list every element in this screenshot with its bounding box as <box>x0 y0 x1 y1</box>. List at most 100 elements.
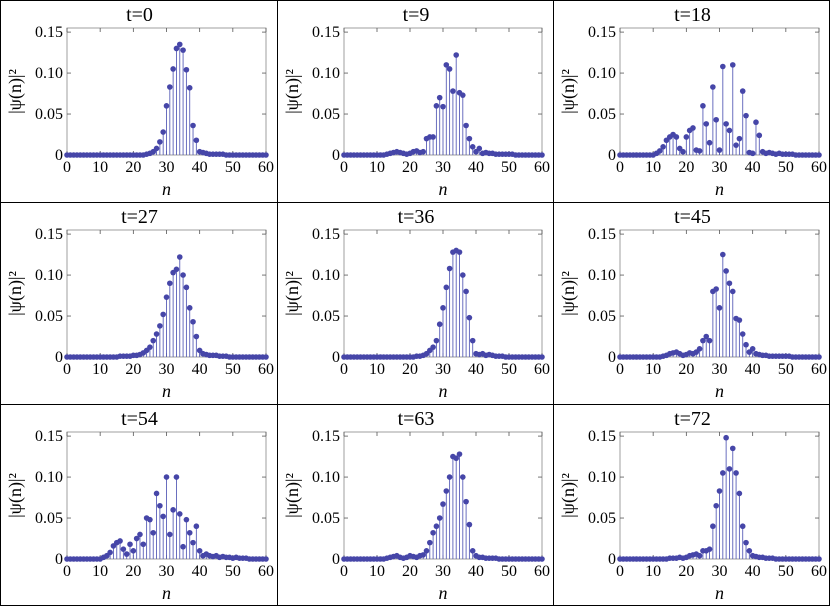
data-point <box>710 84 716 90</box>
x-tick-label: 20 <box>678 159 694 176</box>
x-tick-label: 30 <box>159 159 175 176</box>
x-tick-label: 0 <box>340 361 348 378</box>
data-point <box>440 103 446 110</box>
y-tick-label: 0.10 <box>588 469 616 486</box>
data-point <box>183 516 190 523</box>
x-tick-label: 50 <box>778 159 794 176</box>
y-axis-title: |ψ(n)|² <box>5 69 26 114</box>
data-point <box>713 502 719 509</box>
x-tick-label: 10 <box>645 159 661 176</box>
data-point <box>153 331 160 337</box>
data-point <box>153 490 160 497</box>
panel-title: t=72 <box>674 408 711 430</box>
y-tick-label: 0.10 <box>588 267 616 284</box>
chart-svg: t=27 0 10 20 30 40 50 60 0 0.05 0.10 0.15 n |ψ(n)|² <box>5 206 274 401</box>
data-point <box>157 502 163 509</box>
x-tick-label: 0 <box>63 159 71 176</box>
data-point <box>463 498 469 505</box>
y-tick-label: 0 <box>55 349 63 366</box>
data-point <box>160 129 166 135</box>
chart-svg: t=0 0 10 20 30 40 50 60 0 0.05 0.10 0.15 n |ψ(n)|² <box>5 4 274 199</box>
data-point <box>160 513 166 520</box>
y-tick-label: 0.10 <box>35 469 63 486</box>
y-tick-label: 0.15 <box>312 24 340 41</box>
x-tick-label: 40 <box>468 361 484 378</box>
x-tick-label: 10 <box>92 159 108 176</box>
data-point <box>157 323 163 329</box>
data-point <box>746 548 753 554</box>
data-point <box>706 139 713 146</box>
x-tick-label: 0 <box>340 563 348 580</box>
x-tick-label: 40 <box>745 361 761 378</box>
x-tick-label: 30 <box>159 361 175 378</box>
x-tick-label: 50 <box>501 563 517 580</box>
data-point <box>463 122 469 129</box>
y-axis-title: |ψ(n)|² <box>282 473 303 518</box>
data-point <box>436 321 443 328</box>
x-tick-label: 60 <box>534 361 550 378</box>
x-tick-label: 10 <box>92 563 108 580</box>
x-tick-label: 30 <box>712 563 728 580</box>
x-tick-label: 50 <box>225 159 241 176</box>
x-tick-label: 50 <box>225 563 241 580</box>
y-tick-label: 0.05 <box>35 308 63 325</box>
chart-svg: t=54 0 10 20 30 40 50 60 0 0.05 0.10 0.15 n |ψ(n)|² <box>5 408 274 603</box>
data-point <box>420 148 426 155</box>
y-tick-label: 0.15 <box>312 226 340 243</box>
y-tick-label: 0.10 <box>312 267 340 284</box>
data-point <box>137 531 143 538</box>
data-point <box>186 529 193 536</box>
x-tick-label: 40 <box>468 159 484 176</box>
data-point <box>130 548 137 554</box>
data-point <box>433 337 440 344</box>
x-tick-label: 60 <box>258 159 274 176</box>
data-point <box>133 535 140 542</box>
data-point <box>700 103 706 109</box>
data-point <box>726 280 733 287</box>
x-axis-title: n <box>439 583 448 603</box>
data-point <box>163 103 170 109</box>
data-point <box>190 539 196 546</box>
data-point <box>120 546 127 552</box>
data-point <box>160 311 166 318</box>
data-point <box>440 501 446 507</box>
data-point <box>539 354 545 360</box>
data-point <box>460 474 466 480</box>
data-point <box>107 549 113 556</box>
data-point <box>193 333 200 340</box>
x-tick-label: 10 <box>369 563 385 580</box>
y-tick-label: 0 <box>332 147 340 164</box>
data-point <box>446 66 453 72</box>
data-point <box>427 539 433 546</box>
data-point <box>453 455 459 462</box>
data-point <box>460 92 466 98</box>
data-point <box>703 333 710 340</box>
chart-svg: t=9 0 10 20 30 40 50 60 0 0.05 0.10 0.15 n |ψ(n)|² <box>282 4 550 199</box>
y-tick-label: 0.05 <box>312 510 340 527</box>
data-point <box>176 254 183 260</box>
plot-frame <box>619 27 820 156</box>
y-tick-label: 0.10 <box>312 469 340 486</box>
x-axis-title: n <box>162 179 171 199</box>
data-point <box>193 523 200 530</box>
panel-title: t=45 <box>674 206 711 228</box>
data-point <box>673 134 680 140</box>
data-point <box>729 445 736 452</box>
data-point <box>453 52 459 58</box>
x-axis-title: n <box>439 381 448 401</box>
x-tick-label: 0 <box>63 361 71 378</box>
chart-panel-t-63: t=63 0 10 20 30 40 50 60 0 0.05 0.10 0.15 n |ψ(n)|² <box>277 404 554 606</box>
data-point <box>476 145 483 152</box>
data-point <box>749 346 756 352</box>
data-point <box>186 85 193 91</box>
x-tick-label: 40 <box>192 159 208 176</box>
data-point <box>173 266 180 273</box>
y-tick-label: 0.15 <box>588 428 616 445</box>
data-point <box>263 354 269 360</box>
x-tick-label: 0 <box>340 159 348 176</box>
x-tick-label: 10 <box>645 361 661 378</box>
data-point <box>723 434 729 441</box>
chart-svg: t=72 0 10 20 30 40 50 60 0 0.05 0.10 0.15 n |ψ(n)|² <box>558 408 827 603</box>
data-point <box>123 551 130 557</box>
x-tick-label: 50 <box>225 361 241 378</box>
